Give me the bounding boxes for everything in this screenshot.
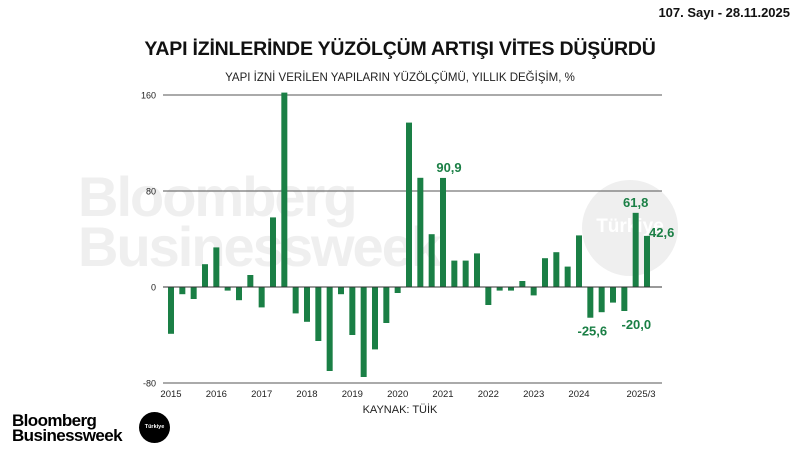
issue-label: 107. Sayı - 28.11.2025: [658, 5, 790, 20]
bar: [224, 287, 231, 291]
bar: [168, 287, 174, 334]
bar: [281, 92, 288, 287]
bar: [553, 252, 560, 287]
bar: [190, 287, 197, 299]
bar: [598, 287, 605, 313]
bar: [587, 287, 594, 318]
bar: [644, 235, 650, 287]
bar: [417, 177, 424, 287]
watermark-line-2: Businessweek: [78, 215, 442, 278]
watermark-badge-text: Türkiye: [596, 216, 664, 237]
x-tick-label: 2015: [160, 389, 181, 400]
bar: [440, 177, 446, 287]
chart-subtitle: YAPI İZNİ VERİLEN YAPILARIN YÜZÖLÇÜMÜ, Y…: [225, 72, 575, 84]
x-tick-label: 2016: [206, 389, 227, 400]
bar: [326, 287, 333, 371]
bloomberg-businessweek-logo: Bloomberg Businessweek: [12, 411, 123, 445]
value-annotation: 61,8: [623, 195, 648, 210]
bar: [508, 287, 514, 291]
source-label: KAYNAK: TÜİK: [362, 404, 438, 416]
x-tick-label: 2019: [342, 389, 363, 400]
bar: [179, 287, 186, 295]
bar: [632, 212, 639, 287]
bar: [621, 287, 628, 311]
chart-title: YAPI İZİNLERİNDE YÜZÖLÇÜM ARTIŞI VİTES D…: [144, 38, 656, 60]
bar: [236, 287, 242, 301]
bar: [485, 287, 492, 305]
x-tick-label: 2018: [296, 389, 317, 400]
watermark-badge: Türkiye: [582, 180, 678, 276]
bar: [372, 287, 378, 350]
x-tick-label: 2017: [251, 389, 272, 400]
x-tick-label: 2022: [478, 389, 499, 400]
bar: [576, 235, 582, 287]
y-tick-label: 80: [146, 187, 156, 197]
bar: [394, 287, 401, 293]
bar: [338, 287, 344, 295]
bar: [451, 260, 458, 287]
bar: [496, 287, 503, 291]
bar: [315, 287, 322, 341]
bar: [213, 247, 220, 287]
value-annotation: 90,9: [436, 160, 461, 175]
x-tick-label: 2020: [387, 389, 408, 400]
bar: [304, 287, 310, 322]
bar: [258, 287, 265, 308]
bar: [610, 287, 616, 303]
x-tick-label: 2025/3: [626, 389, 655, 400]
turkiye-badge: Türkiye: [139, 412, 170, 443]
bar: [462, 260, 469, 287]
value-annotation: 42,6: [649, 225, 674, 240]
logo-line-1: Bloomberg: [12, 411, 97, 430]
bar: [530, 287, 537, 296]
bar: [519, 281, 526, 287]
y-tick-label: 160: [141, 91, 156, 101]
bar: [564, 266, 571, 287]
watermark-text: Bloomberg Businessweek: [78, 165, 442, 278]
bar: [292, 287, 299, 314]
bar: [428, 234, 435, 287]
bar: [360, 287, 367, 377]
bar: [406, 122, 412, 287]
bar: [383, 287, 390, 323]
bar: [270, 217, 276, 287]
bar: [542, 258, 548, 287]
value-annotation: -25,6: [578, 324, 608, 339]
x-tick-label: 2024: [568, 389, 589, 400]
bar: [474, 253, 480, 287]
bar: [349, 287, 356, 335]
watermark-line-1: Bloomberg: [78, 165, 358, 228]
value-annotation: -20,0: [622, 317, 652, 332]
bar: [247, 275, 254, 287]
x-tick-label: 2021: [432, 389, 453, 400]
x-tick-label: 2023: [523, 389, 544, 400]
logo-line-2: Businessweek: [12, 426, 123, 445]
bar: [202, 264, 208, 287]
y-tick-label: -80: [143, 379, 156, 389]
y-tick-label: 0: [151, 283, 156, 293]
